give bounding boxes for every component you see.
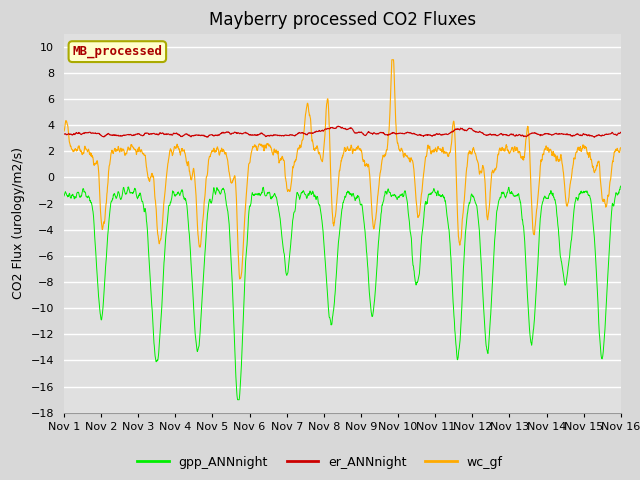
Title: Mayberry processed CO2 Fluxes: Mayberry processed CO2 Fluxes <box>209 11 476 29</box>
Y-axis label: CO2 Flux (urology/m2/s): CO2 Flux (urology/m2/s) <box>12 147 25 299</box>
Text: MB_processed: MB_processed <box>72 45 163 58</box>
Legend: gpp_ANNnight, er_ANNnight, wc_gf: gpp_ANNnight, er_ANNnight, wc_gf <box>132 451 508 474</box>
